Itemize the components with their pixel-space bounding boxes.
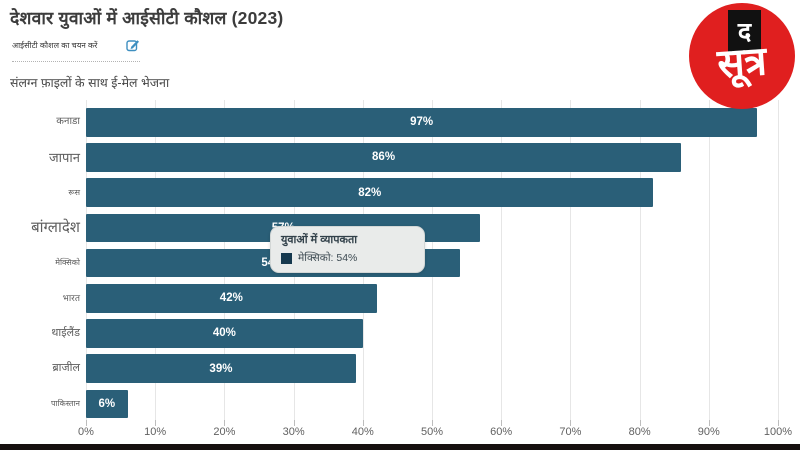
x-axis-label: 100% bbox=[763, 426, 793, 438]
x-axis-label: 10% bbox=[144, 426, 167, 438]
gridline bbox=[501, 100, 503, 420]
bar-value-label: 86% bbox=[372, 151, 396, 164]
axis-tick bbox=[778, 420, 779, 426]
page-title: देशवार युवाओं में आईसीटी कौशल (2023) bbox=[10, 8, 284, 28]
axis-tick bbox=[501, 420, 503, 426]
bar-value-label: 97% bbox=[410, 116, 434, 129]
gridline bbox=[639, 100, 641, 420]
axis-tick bbox=[224, 420, 226, 426]
logo-top-letter: द bbox=[728, 10, 761, 52]
axis-tick bbox=[362, 420, 364, 426]
axis-tick bbox=[86, 420, 87, 426]
logo-bottom-word: सूत्र bbox=[715, 39, 769, 87]
y-axis-label-भारत: भारत bbox=[62, 292, 80, 303]
bar-रूस[interactable]: 82% bbox=[86, 178, 654, 207]
y-axis-label-ब्राजील: ब्राजील bbox=[52, 362, 80, 375]
chart-subtitle: संलग्न फ़ाइलों के साथ ई-मेल भेजना bbox=[10, 76, 170, 90]
edit-pencil-icon[interactable] bbox=[126, 38, 140, 52]
tooltip-series-swatch bbox=[281, 252, 292, 264]
x-axis-label: 70% bbox=[559, 426, 582, 438]
y-axis-label-थाईलैंड: थाईलैंड bbox=[51, 326, 80, 339]
the-sootr-logo: द सूत्र bbox=[689, 3, 795, 109]
x-axis-label: 0% bbox=[78, 426, 94, 438]
bar-पाकिस्तान[interactable]: 6% bbox=[86, 389, 128, 419]
y-axis-label-पाकिस्तान: पाकिस्तान bbox=[50, 398, 80, 408]
x-axis-label: 50% bbox=[420, 426, 444, 438]
axis-tick bbox=[155, 420, 157, 426]
bottom-video-strip bbox=[0, 444, 800, 450]
x-axis-label: 20% bbox=[213, 426, 236, 438]
x-axis-label: 90% bbox=[697, 426, 720, 438]
bar-भारत[interactable]: 42% bbox=[86, 284, 377, 313]
bar-value-label: 42% bbox=[219, 292, 243, 305]
axis-tick bbox=[708, 420, 710, 426]
axis-tick bbox=[293, 420, 295, 426]
bar-ब्राजील[interactable]: 39% bbox=[86, 354, 356, 383]
hover-tooltip: युवाओं में व्यापकता मेक्सिको: 54% bbox=[270, 226, 425, 273]
ict-skill-selector-button[interactable]: आईसीटी कौशल का चयन करें bbox=[12, 38, 140, 62]
bar-value-label: 40% bbox=[212, 327, 236, 340]
bar-value-label: 82% bbox=[358, 186, 382, 199]
y-axis-label-बांग्लादेश: बांग्लादेश bbox=[31, 219, 80, 237]
bar-value-label: 39% bbox=[209, 362, 233, 375]
gridline bbox=[570, 100, 572, 420]
axis-tick bbox=[570, 420, 572, 426]
tooltip-entry: मेक्सिको: 54% bbox=[298, 252, 358, 264]
tooltip-title: युवाओं में व्यापकता bbox=[281, 234, 358, 246]
y-axis-label-कनाडा: कनाडा bbox=[56, 116, 80, 128]
bar-कनाडा[interactable]: 97% bbox=[86, 108, 758, 137]
x-axis-label: 80% bbox=[628, 426, 651, 438]
y-axis-label-मेक्सिको: मेक्सिको bbox=[55, 258, 80, 268]
gridline bbox=[778, 100, 779, 420]
bar-थाईलैंड[interactable]: 40% bbox=[86, 319, 363, 348]
bar-value-label: 6% bbox=[98, 397, 116, 410]
x-axis-label: 30% bbox=[282, 426, 305, 438]
axis-tick bbox=[639, 420, 641, 426]
gridline bbox=[708, 100, 710, 420]
axis-tick bbox=[432, 420, 433, 426]
ict-skill-selector-label: आईसीटी कौशल का चयन करें bbox=[12, 40, 98, 50]
y-axis-label-रूस: रूस bbox=[68, 187, 80, 197]
x-axis-label: 60% bbox=[490, 426, 513, 438]
bar-जापान[interactable]: 86% bbox=[86, 143, 682, 172]
y-axis-label-जापान: जापान bbox=[49, 149, 80, 165]
x-axis-label: 40% bbox=[351, 426, 374, 438]
bar-chart-plot-area: 97%86%82%57%54%42%40%39%6% bbox=[86, 100, 779, 426]
